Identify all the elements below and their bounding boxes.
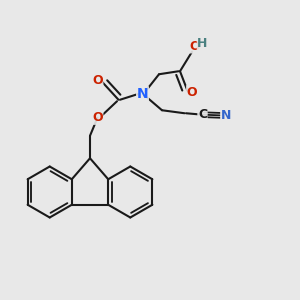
Text: O: O [92, 74, 103, 87]
Text: O: O [189, 40, 200, 53]
Text: O: O [92, 111, 103, 124]
Text: N: N [221, 109, 231, 122]
Text: C: C [198, 108, 207, 121]
Text: H: H [197, 37, 208, 50]
Text: O: O [187, 86, 197, 99]
Text: N: N [137, 87, 148, 101]
